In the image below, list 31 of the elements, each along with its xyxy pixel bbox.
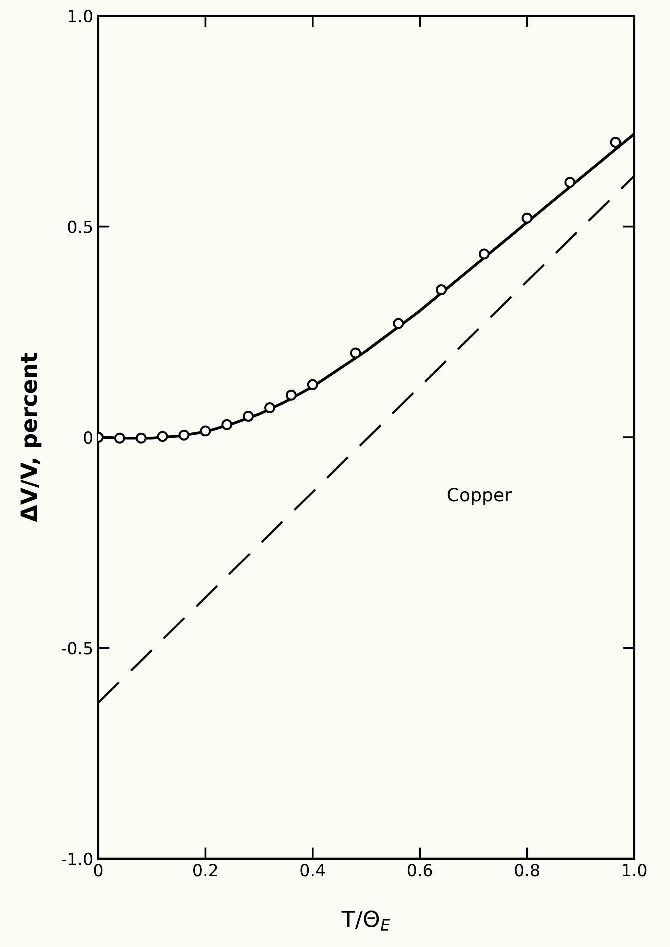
point [243, 410, 254, 422]
point [307, 379, 318, 390]
x-tick-label: 0.8 [515, 864, 540, 877]
point [222, 419, 233, 430]
point [136, 432, 147, 444]
y-tick-label: 1.0 [68, 10, 93, 23]
point [200, 426, 212, 437]
x-tick-label: 0.4 [300, 864, 326, 877]
x-tick-label: 1.0 [623, 864, 647, 877]
y-tick-label: 0.5 [68, 220, 92, 234]
point [522, 212, 533, 224]
y-tick-label: -0.5 [62, 642, 92, 655]
point [114, 432, 126, 444]
point [264, 402, 276, 414]
y-tick-label: -1.0 [62, 852, 93, 866]
x-axis-title: T/Θ$_{E}$ [342, 910, 390, 931]
point [157, 431, 168, 442]
y-axis-title: ΔV/V, percent [20, 353, 42, 522]
x-tick-label: 0 [94, 864, 103, 877]
point [610, 137, 622, 148]
point [393, 318, 404, 330]
point [350, 348, 362, 359]
x-tick-label: 0.2 [194, 864, 218, 877]
point [478, 248, 490, 260]
point [564, 177, 576, 188]
point [286, 390, 297, 401]
point [436, 284, 448, 296]
x-tick-label: 0.6 [408, 864, 432, 877]
y-tick-label: 0 [84, 431, 93, 444]
point [178, 430, 190, 441]
annotation: Copper [448, 488, 512, 506]
